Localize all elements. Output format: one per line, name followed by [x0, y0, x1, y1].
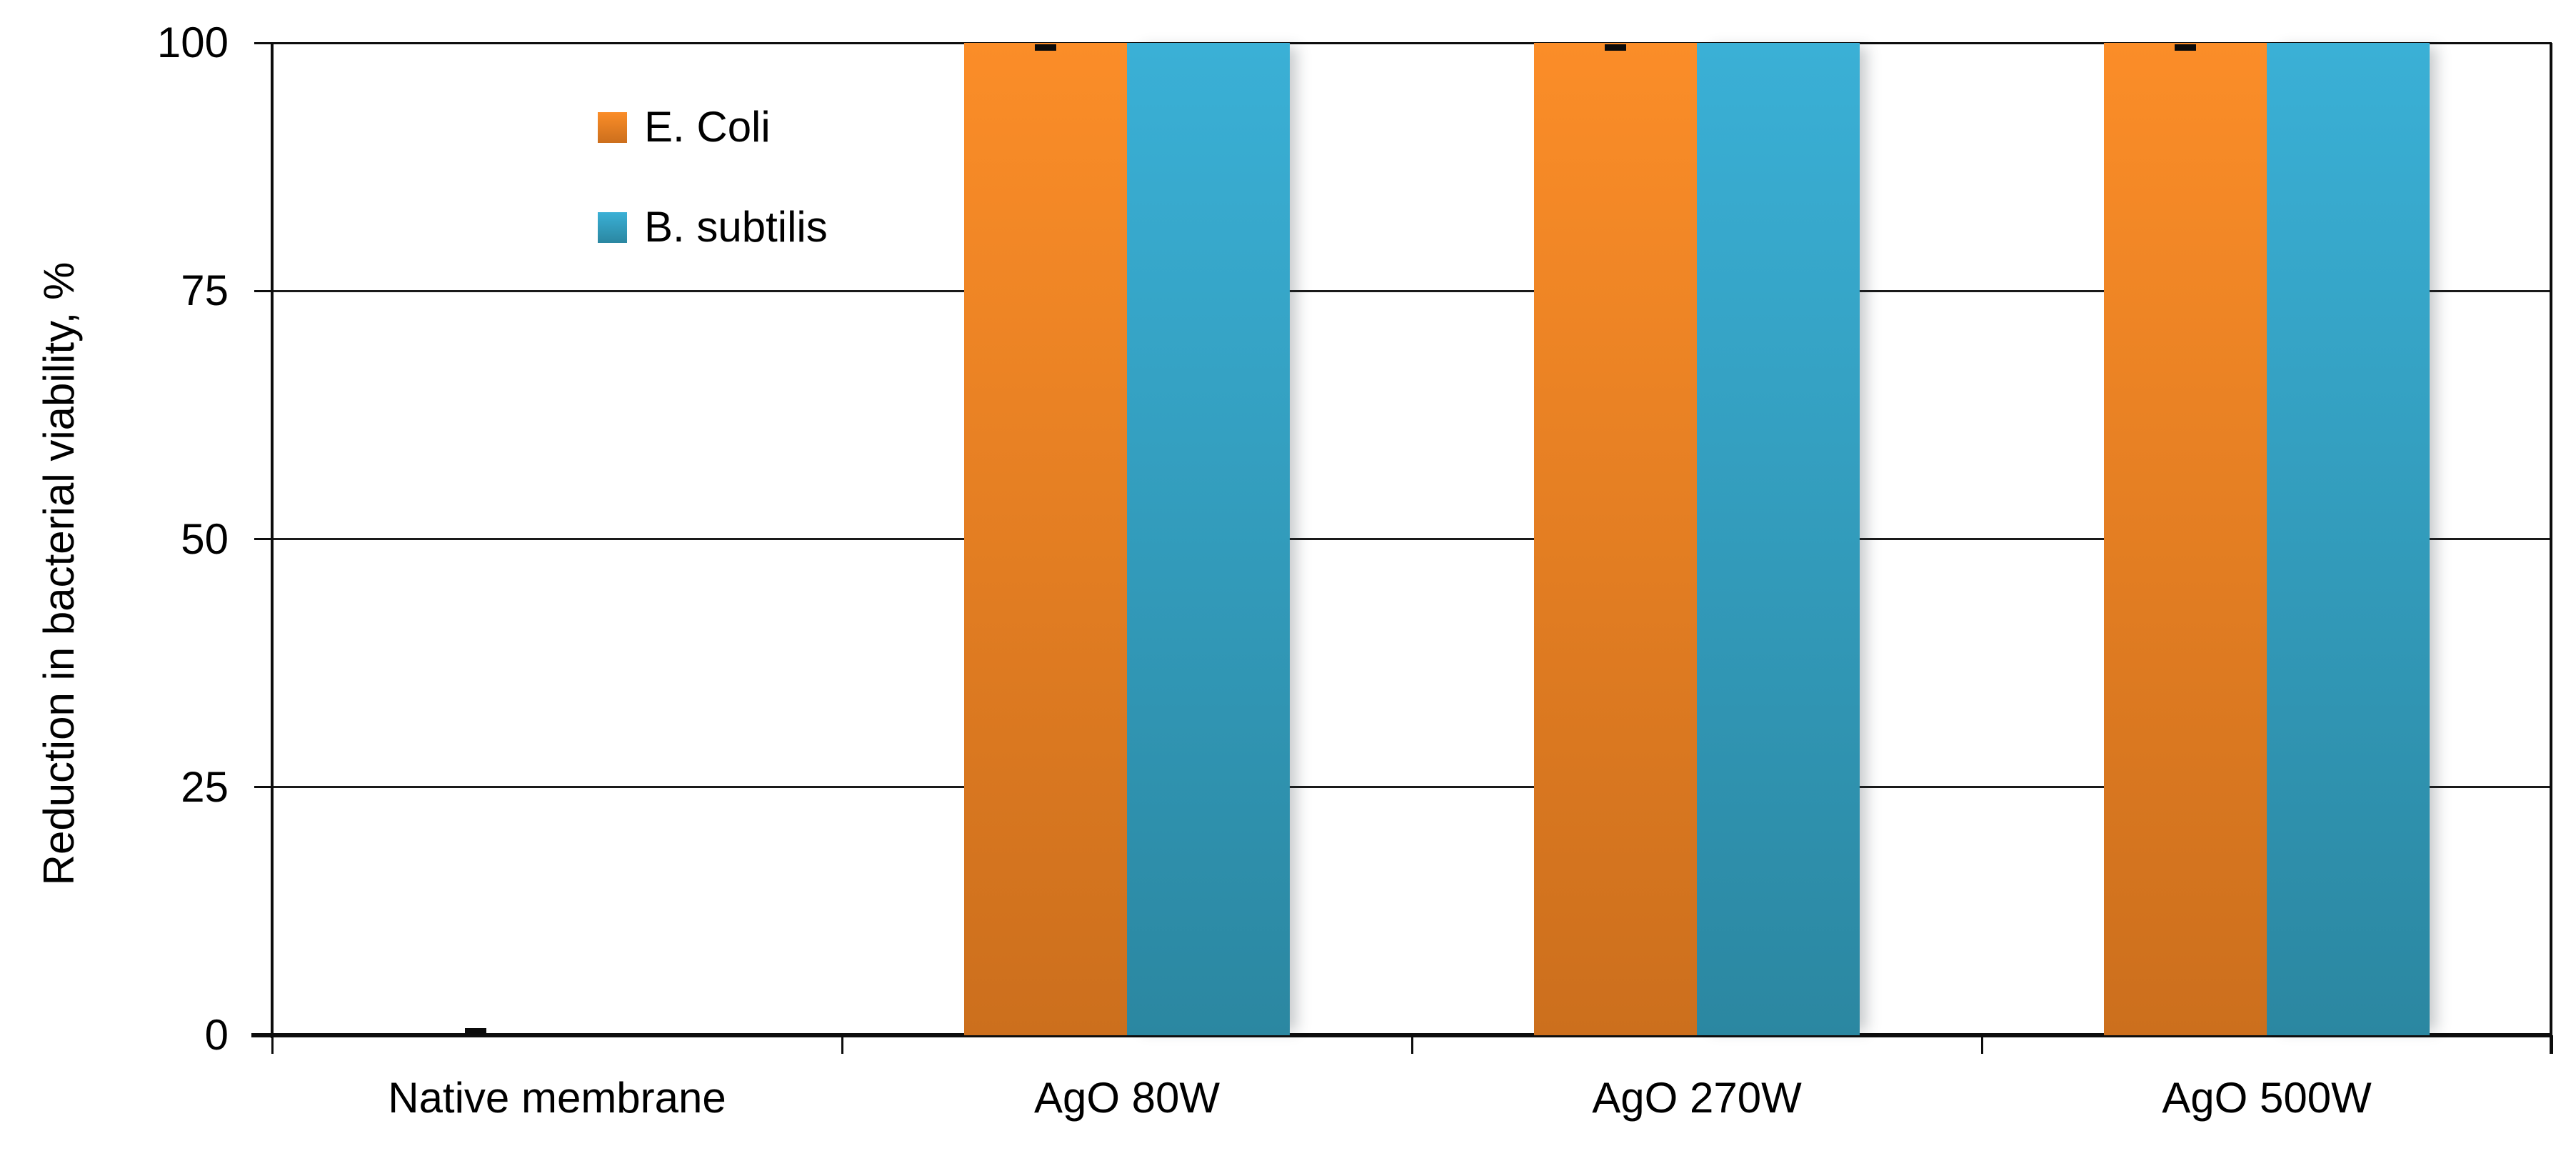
- plot-border-right: [2550, 43, 2552, 1054]
- error-cap-e--coli-2: [1605, 44, 1626, 51]
- legend-item-e--coli: E. Coli: [598, 106, 828, 149]
- x-axis-line: [251, 1033, 2552, 1037]
- legend-label: B. subtilis: [644, 203, 828, 251]
- plot-border-top: [272, 41, 2552, 44]
- y-tick-label-100: 100: [156, 19, 229, 66]
- error-cap-e--coli-3: [2175, 44, 2196, 51]
- y-tick-25: [254, 786, 272, 789]
- legend-item-b--subtilis: B. subtilis: [598, 206, 828, 249]
- x-tick-1: [841, 1035, 843, 1054]
- x-tick-label-1: AgO 80W: [1033, 1074, 1221, 1122]
- bar-b--subtilis-2: [1697, 43, 1860, 1035]
- y-tick-label-75: 75: [181, 266, 229, 315]
- y-tick-100: [254, 41, 272, 44]
- x-tick-3: [1980, 1035, 1983, 1054]
- legend-label: E. Coli: [644, 103, 771, 151]
- legend: E. Coli B. subtilis: [598, 106, 828, 306]
- y-tick-75: [254, 289, 272, 292]
- y-tick-0: [254, 1034, 272, 1037]
- error-cap-e--coli-0: [465, 1028, 486, 1035]
- y-tick-label-25: 25: [181, 762, 229, 811]
- x-tick-label-0: Native membrane: [388, 1074, 726, 1122]
- plot-border-left: [271, 43, 274, 1038]
- gridline-25: [272, 786, 2552, 789]
- bar-e--coli-1: [964, 43, 1127, 1035]
- error-cap-e--coli-1: [1035, 44, 1056, 51]
- gridline-75: [272, 289, 2552, 292]
- x-tick-label-3: AgO 500W: [2162, 1074, 2372, 1122]
- bar-b--subtilis-3: [2267, 43, 2430, 1035]
- gridline-50: [272, 538, 2552, 540]
- legend-swatch-icon: [598, 211, 627, 243]
- y-tick-50: [254, 538, 272, 540]
- x-tick-0: [271, 1035, 274, 1054]
- x-tick-4: [2550, 1035, 2553, 1054]
- y-tick-label-50: 50: [181, 514, 229, 563]
- bar-e--coli-2: [1534, 43, 1697, 1035]
- x-tick-label-2: AgO 270W: [1592, 1074, 1802, 1122]
- bar-e--coli-3: [2104, 43, 2267, 1035]
- legend-swatch-icon: [598, 111, 627, 143]
- bar-b--subtilis-1: [1127, 43, 1290, 1035]
- x-tick-2: [1410, 1035, 1413, 1054]
- y-tick-label-0: 0: [204, 1011, 229, 1059]
